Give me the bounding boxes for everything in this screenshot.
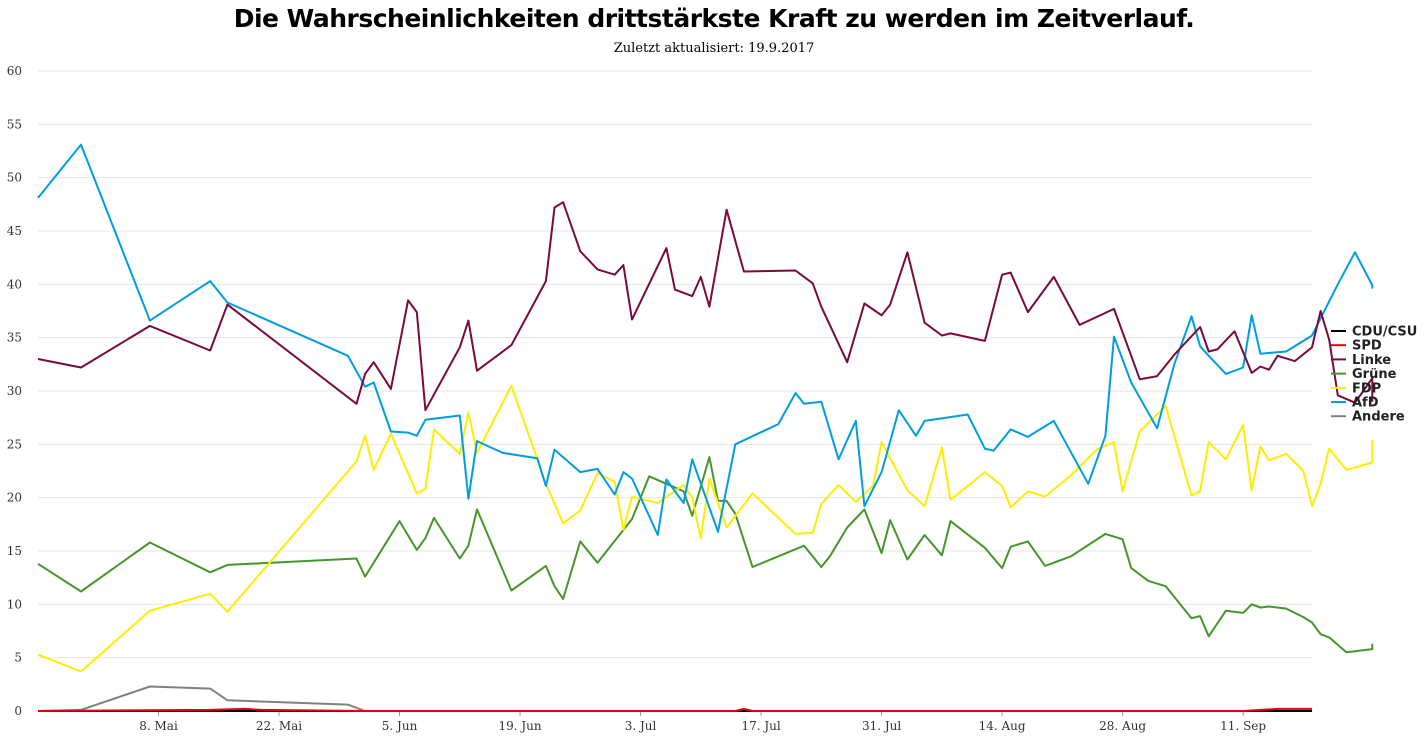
x-tick-label: 5. Jun <box>382 719 418 733</box>
legend-label: SPD <box>1352 339 1382 354</box>
x-tick-label: 19. Jun <box>498 719 541 733</box>
x-tick-label: 17. Jul <box>741 719 780 733</box>
x-tick-label: 28. Aug <box>1099 719 1146 733</box>
x-tick-label: 22. Mai <box>256 719 302 733</box>
legend-label: CDU/CSU <box>1352 325 1417 340</box>
x-tick-label: 31. Jul <box>862 719 901 733</box>
y-tick-label: 45 <box>7 224 22 238</box>
series-line-afd <box>37 143 1374 536</box>
series-line-gr-ne <box>37 456 1374 654</box>
chart-title: Die Wahrscheinlichkeiten drittstärkste K… <box>233 4 1195 33</box>
x-axis: 8. Mai 22. Mai 5. Jun 19. Jun 3. Jul 17. Jul 3… <box>38 710 1312 733</box>
series-line-andere <box>37 685 1312 712</box>
y-tick-label: 60 <box>7 64 22 78</box>
y-axis: 0 5 10 15 20 25 30 35 40 45 50 55 60 <box>7 64 22 718</box>
y-tick-label: 10 <box>7 597 22 611</box>
legend-label: AfD <box>1352 396 1379 411</box>
series-lines <box>37 143 1374 712</box>
y-tick-label: 5 <box>14 651 22 665</box>
y-tick-label: 30 <box>7 384 22 398</box>
series-line-linke <box>37 201 1374 412</box>
grid <box>38 70 1312 712</box>
x-tick-label: 11. Sep <box>1220 719 1266 733</box>
series-line-spd <box>37 707 1312 712</box>
y-tick-label: 40 <box>7 277 22 291</box>
x-tick-label: 3. Jul <box>625 719 657 733</box>
y-tick-label: 0 <box>14 704 22 718</box>
legend-label: FDP <box>1352 381 1381 396</box>
legend-label: Andere <box>1352 410 1405 425</box>
chart-subtitle: Zuletzt aktualisiert: 19.9.2017 <box>613 41 815 56</box>
x-tick-label: 8. Mai <box>139 719 178 733</box>
legend-label: Grüne <box>1352 367 1397 382</box>
y-tick-label: 35 <box>7 331 22 345</box>
y-tick-label: 25 <box>7 437 22 451</box>
y-tick-label: 50 <box>7 171 22 185</box>
series-line-fdp <box>37 384 1374 673</box>
y-tick-label: 15 <box>7 544 22 558</box>
legend-label: Linke <box>1352 353 1391 368</box>
y-tick-label: 55 <box>7 117 22 131</box>
x-tick-label: 14. Aug <box>979 719 1026 733</box>
y-tick-label: 20 <box>7 491 22 505</box>
